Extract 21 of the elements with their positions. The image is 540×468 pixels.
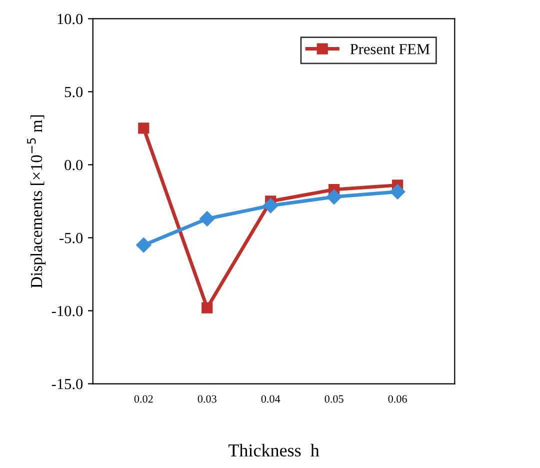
x-tick-label: 0.05 [324,395,344,403]
y-tick-label: 0.0 [64,160,83,170]
x-tick-label: 0.06 [388,395,407,403]
x-tick-label: 0.02 [134,395,153,403]
y-tick-label: -15.0 [52,378,83,390]
point [138,122,150,134]
point [136,237,152,253]
legend-label: Present FEM [350,44,430,54]
y-tick-label: 5.0 [64,86,83,98]
point [202,302,213,314]
y-axis-title: Displacements [×10$^{−5}$ m] [27,115,46,288]
point [390,184,406,200]
point [263,198,278,214]
y-tick-label: 10.0 [58,14,83,24]
x-tick-label: 0.03 [198,395,216,403]
y-tick-label: -5.0 [60,232,83,244]
x-axis-title: Thickness h [228,444,320,457]
point [200,211,215,226]
x-tick-label: 0.04 [261,395,280,403]
y-tick-label: -10.0 [52,306,83,316]
point [326,189,342,204]
